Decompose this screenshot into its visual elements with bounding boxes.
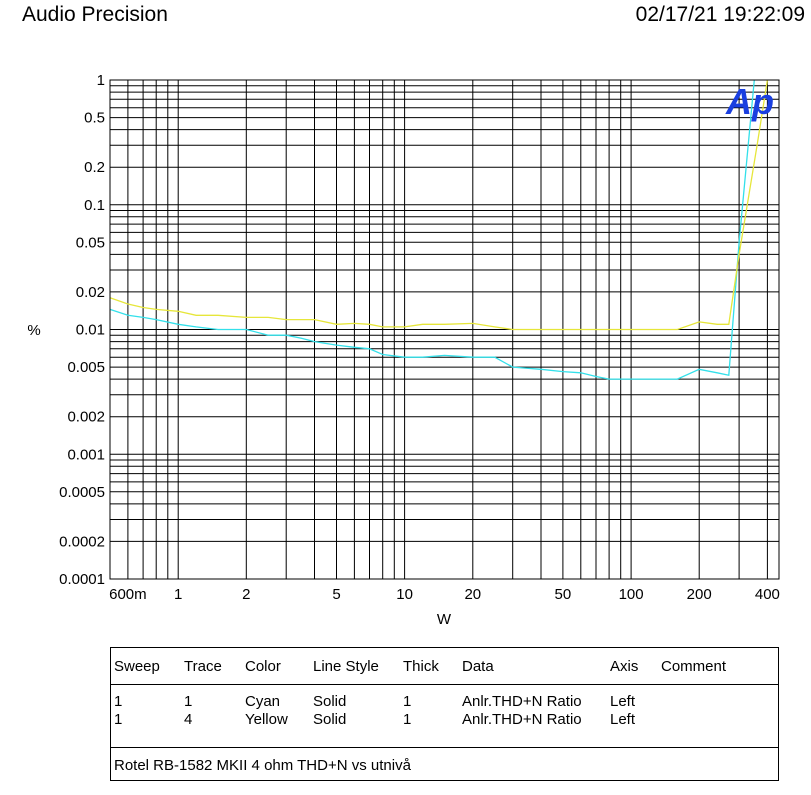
x-tick-label: 100 (619, 586, 644, 603)
app-title: Audio Precision (22, 3, 168, 26)
legend-header-color: Color (245, 658, 281, 675)
y-tick-label: 0.005 (67, 359, 105, 376)
y-tick-label: 0.2 (84, 159, 105, 176)
y-tick-label: 0.5 (84, 110, 105, 127)
legend-cell: Left (610, 711, 636, 728)
legend-header-trace: Trace (184, 658, 222, 675)
y-tick-label: 0.1 (84, 197, 105, 214)
thd-plot: 600m 1 2 5 10 20 50 100 200 400 1 0.5 0.2 0.1 0.05 0.02… (27, 72, 780, 628)
legend-cell: 1 (403, 711, 412, 728)
y-tick-label: 0.02 (76, 284, 105, 301)
series-yellow-line (109, 79, 769, 331)
x-tick-label: 50 (555, 586, 572, 603)
y-tick-label: 1 (97, 72, 105, 89)
legend-header-data: Data (462, 658, 494, 675)
x-tick-label: 20 (464, 586, 481, 603)
series-lines (109, 79, 769, 380)
legend-cell: 1 (403, 693, 412, 710)
legend-cell: 4 (184, 711, 193, 728)
legend-cell: Anlr.THD+N Ratio (462, 711, 582, 728)
legend-cell: Anlr.THD+N Ratio (462, 693, 582, 710)
legend-table: Sweep Trace Color Line Style Thick Data Axis Co… (110, 647, 779, 781)
legend-cell: Solid (313, 711, 347, 728)
legend-header-line-style: Line Style (313, 658, 379, 675)
y-tick-label: 0.002 (67, 409, 105, 426)
legend-comment: Rotel RB-1582 MKII 4 ohm THD+N vs utnivå (114, 757, 411, 774)
tick-labels: 600m 1 2 5 10 20 50 100 200 400 1 0.5 0.2 0.1 0.05 0.02… (59, 72, 780, 603)
y-tick-label: 0.0005 (59, 484, 105, 501)
y-tick-label: 0.05 (76, 234, 105, 251)
timestamp: 02/17/21 19:22:09 (635, 3, 805, 26)
legend-cell: 1 (184, 693, 193, 710)
x-tick-label: 5 (332, 586, 340, 603)
legend-header-comment: Comment (661, 658, 727, 675)
plot-frame (109, 79, 780, 580)
legend-header-thick: Thick (403, 658, 439, 675)
y-tick-label: 0.01 (76, 322, 105, 339)
y-axis-label: % (27, 322, 40, 339)
y-tick-label: 0.001 (67, 446, 105, 463)
x-tick-label: 400 (755, 586, 780, 603)
x-tick-label: 1 (174, 586, 182, 603)
y-tick-label: 0.0002 (59, 533, 105, 550)
legend-divider (111, 747, 778, 748)
x-axis-label: W (437, 611, 452, 628)
legend-header-sweep: Sweep (114, 658, 160, 675)
series-cyan-line (109, 79, 755, 380)
legend-cell: Cyan (245, 693, 281, 710)
legend-cell: Solid (313, 693, 347, 710)
legend-divider (111, 684, 778, 685)
legend-header-axis: Axis (610, 658, 639, 675)
x-tick-label: 600m (109, 586, 147, 603)
ap-logo: Ap (725, 81, 774, 122)
y-tick-label: 0.0001 (59, 571, 105, 588)
legend-cell: Left (610, 693, 636, 710)
x-tick-label: 10 (396, 586, 413, 603)
x-tick-label: 200 (687, 586, 712, 603)
legend-cell: Yellow (245, 711, 288, 728)
x-tick-label: 2 (242, 586, 250, 603)
legend-cell: 1 (114, 693, 123, 710)
legend-cell: 1 (114, 711, 123, 728)
